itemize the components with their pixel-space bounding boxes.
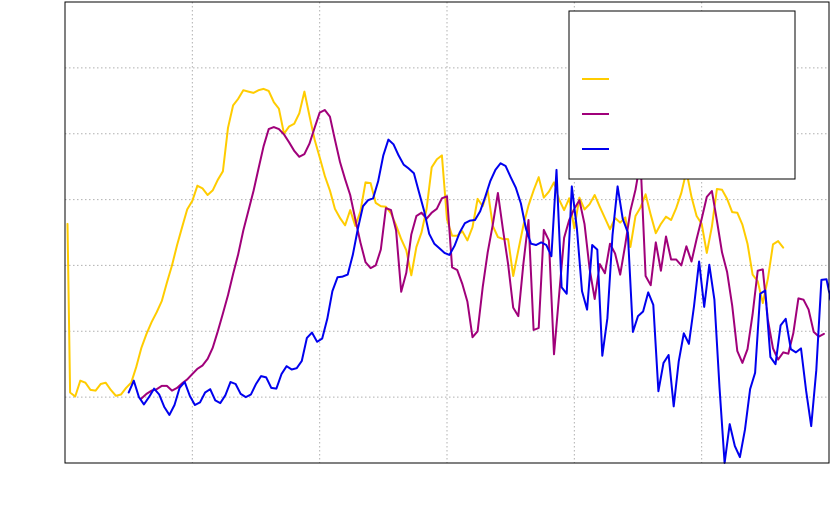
series-line-2 [140,109,825,400]
legend-items [582,78,609,150]
legend [568,10,796,180]
legend-box [568,10,796,180]
series-line-1 [66,87,785,398]
plot-frame [64,1,830,464]
series-line-3 [127,138,830,464]
series-layer [66,87,830,464]
